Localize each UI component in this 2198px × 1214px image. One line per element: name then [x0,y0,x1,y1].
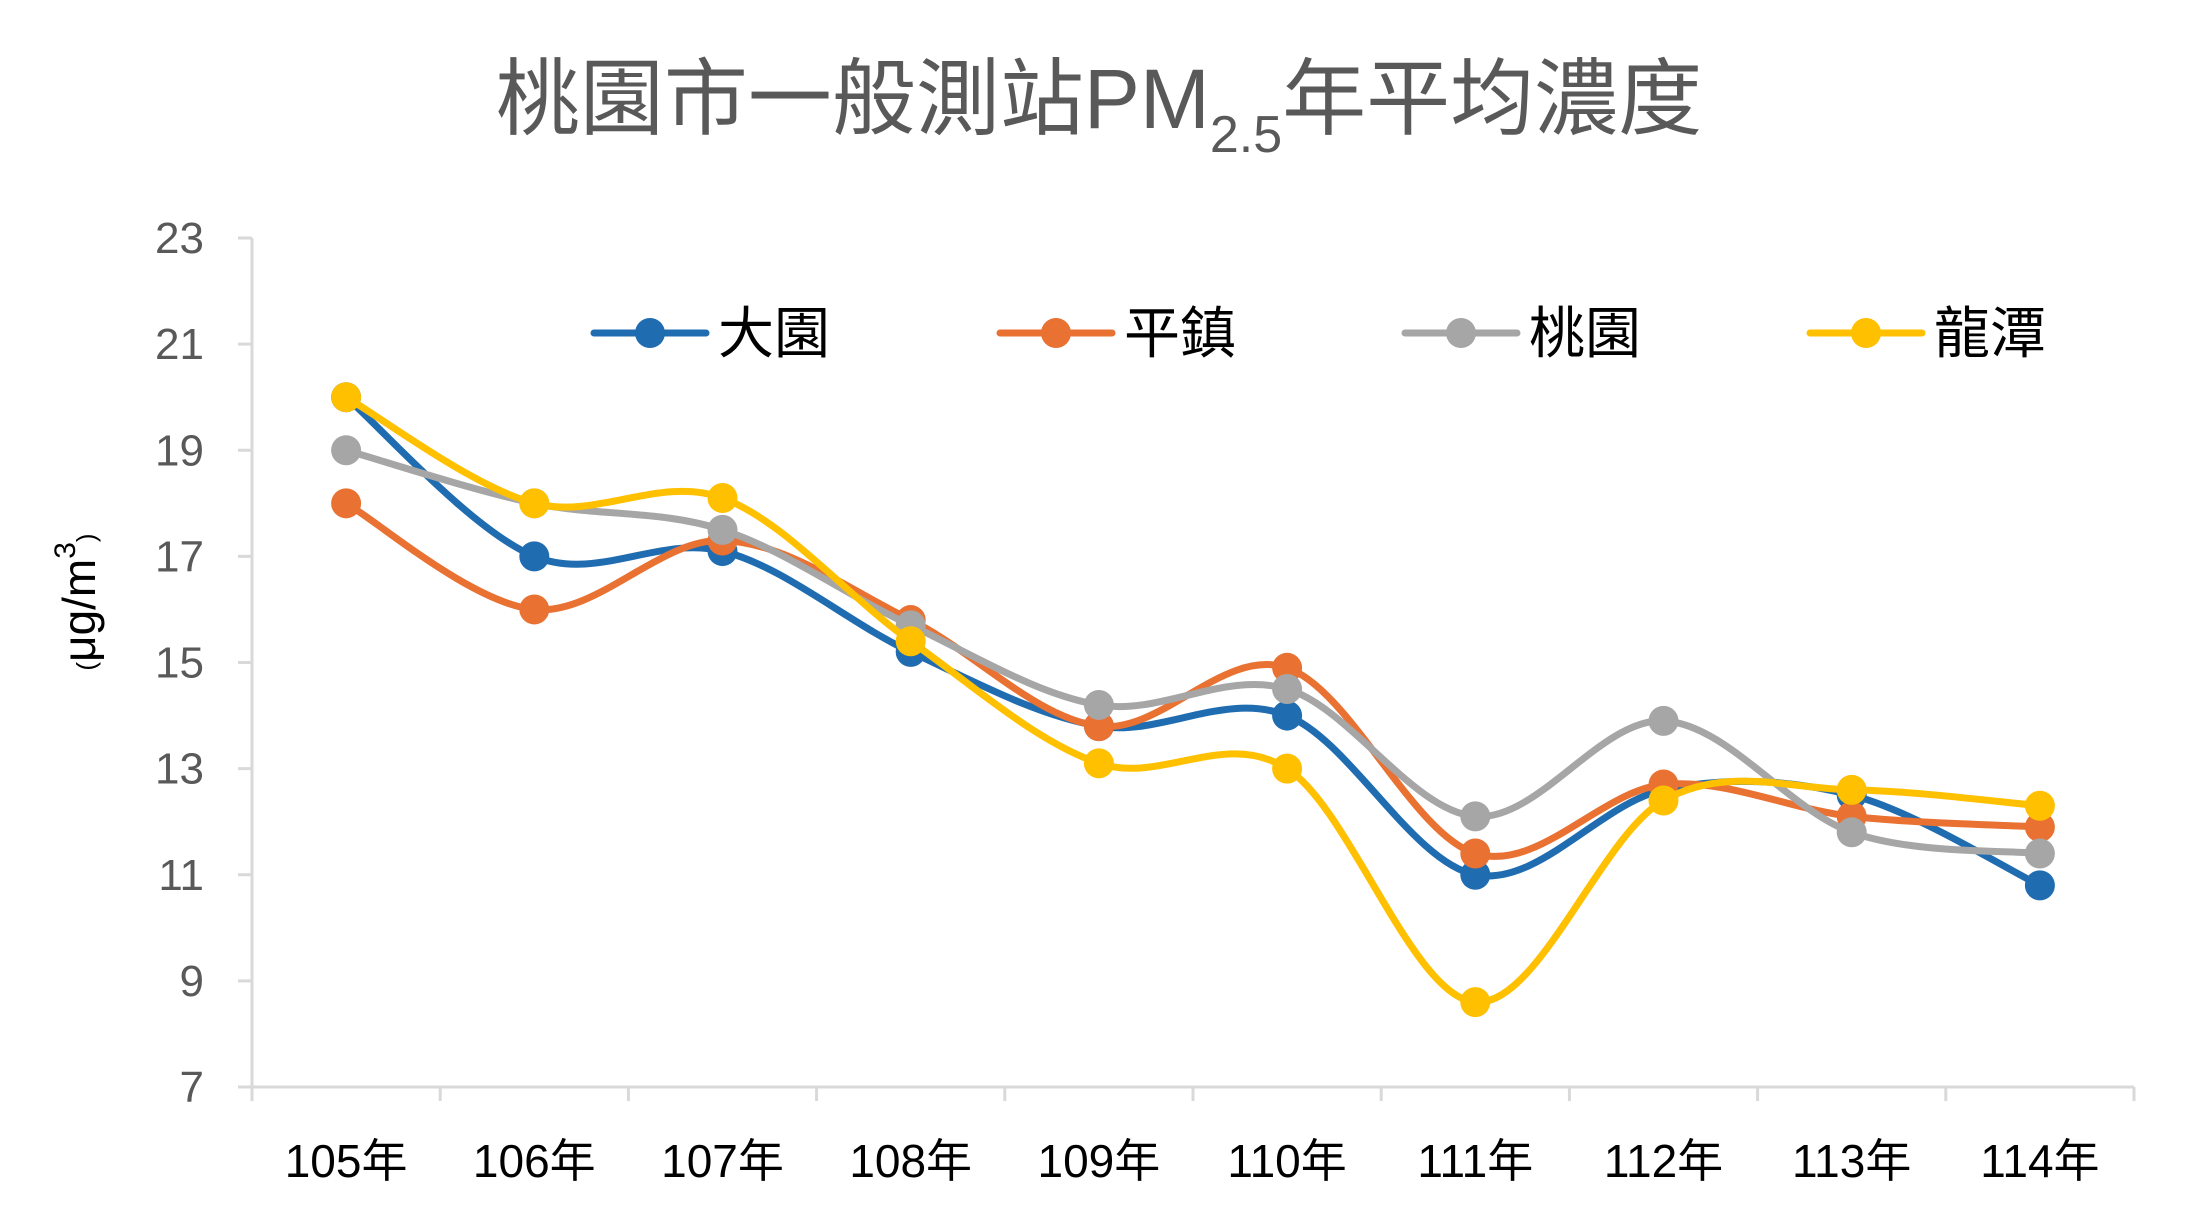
legend-item: 大園 [590,302,830,365]
series-line [342,393,2044,1006]
y-axis-label-unit: μg/m [53,559,105,662]
data-point [1460,801,1491,832]
data-point [1272,674,1303,705]
legend-item: 龍潭 [1806,302,2046,365]
legend-item: 平鎮 [996,302,1236,365]
y-axis-label-sup: 3 [49,542,82,559]
data-point [2024,790,2055,821]
series-line [342,499,2044,860]
legend-marker [1041,318,1071,348]
data-point [519,594,550,625]
legend-label: 大園 [718,302,830,365]
data-point [1460,987,1491,1018]
legend-marker [1851,318,1881,348]
x-tick-label: 105年 [285,1135,408,1187]
y-tick-label: 15 [155,639,204,688]
chart-title: 桃園市一般測站PM2.5年平均濃度 [496,52,1702,164]
data-point [2024,870,2055,901]
series-layer [331,382,2055,1018]
y-tick-label: 23 [155,214,204,263]
series-平鎮 [331,488,2055,869]
y-tick-label: 17 [155,532,204,581]
data-point [2024,811,2055,842]
legend-marker [635,318,665,348]
series-line [342,446,2044,858]
series-龍潭 [331,382,2055,1018]
y-tick-label: 19 [155,426,204,475]
data-point [1460,838,1491,869]
data-point [707,514,738,545]
data-point [1648,785,1679,816]
x-tick-label: 110年 [1227,1135,1346,1187]
data-point [331,435,362,466]
x-tick-label: 108年 [849,1135,972,1187]
data-point [331,488,362,519]
y-tick-label: 21 [155,320,204,369]
data-point [1272,700,1303,731]
series-桃園 [331,435,2055,869]
y-axis-label: (μg/m3) [49,533,105,670]
y-axis-label-open: ( [71,662,101,671]
data-point [331,382,362,413]
data-point [1648,705,1679,736]
x-tick-label: 112年 [1604,1135,1723,1187]
chart-title-main: 桃園市一般測站PM [496,52,1210,146]
x-tick-label: 111年 [1417,1135,1533,1187]
series-line [342,393,2044,889]
y-tick-label: 9 [180,957,204,1006]
data-point [519,488,550,519]
y-tick-label: 13 [155,745,204,794]
data-point [1460,859,1491,890]
axes: 7 9 11 13 15 17 19 21 23 105年 106年 107年 108年 109年 110年… [155,214,2136,1187]
x-tick-label: 114年 [1980,1135,2099,1187]
series-大園 [331,382,2055,901]
data-point [2024,838,2055,869]
y-axis-label-close: ) [71,533,101,542]
legend-item: 桃園 [1401,302,1641,365]
legend-label: 龍潭 [1934,302,2046,365]
legend: 大園 平鎮 桃園 龍潭 [590,302,2046,365]
data-point [895,626,926,657]
data-point [707,483,738,514]
data-point [1083,711,1114,742]
data-point [519,541,550,572]
data-point [1083,689,1114,720]
x-tick-label: 109年 [1038,1135,1161,1187]
x-tick-label: 113年 [1792,1135,1911,1187]
data-point [1272,652,1303,683]
legend-label: 平鎮 [1124,302,1236,365]
chart-title-suffix: 年平均濃度 [1282,52,1702,146]
data-point [1836,774,1867,805]
y-tick-label: 7 [180,1063,204,1112]
legend-marker [1446,318,1476,348]
data-point [1083,748,1114,779]
chart-title-subscript: 2.5 [1210,106,1282,164]
x-tick-label: 106年 [473,1135,596,1187]
data-point [1272,753,1303,784]
y-tick-label: 11 [158,851,204,900]
data-point [1836,817,1867,848]
x-tick-label: 107年 [661,1135,784,1187]
legend-label: 桃園 [1529,302,1641,365]
